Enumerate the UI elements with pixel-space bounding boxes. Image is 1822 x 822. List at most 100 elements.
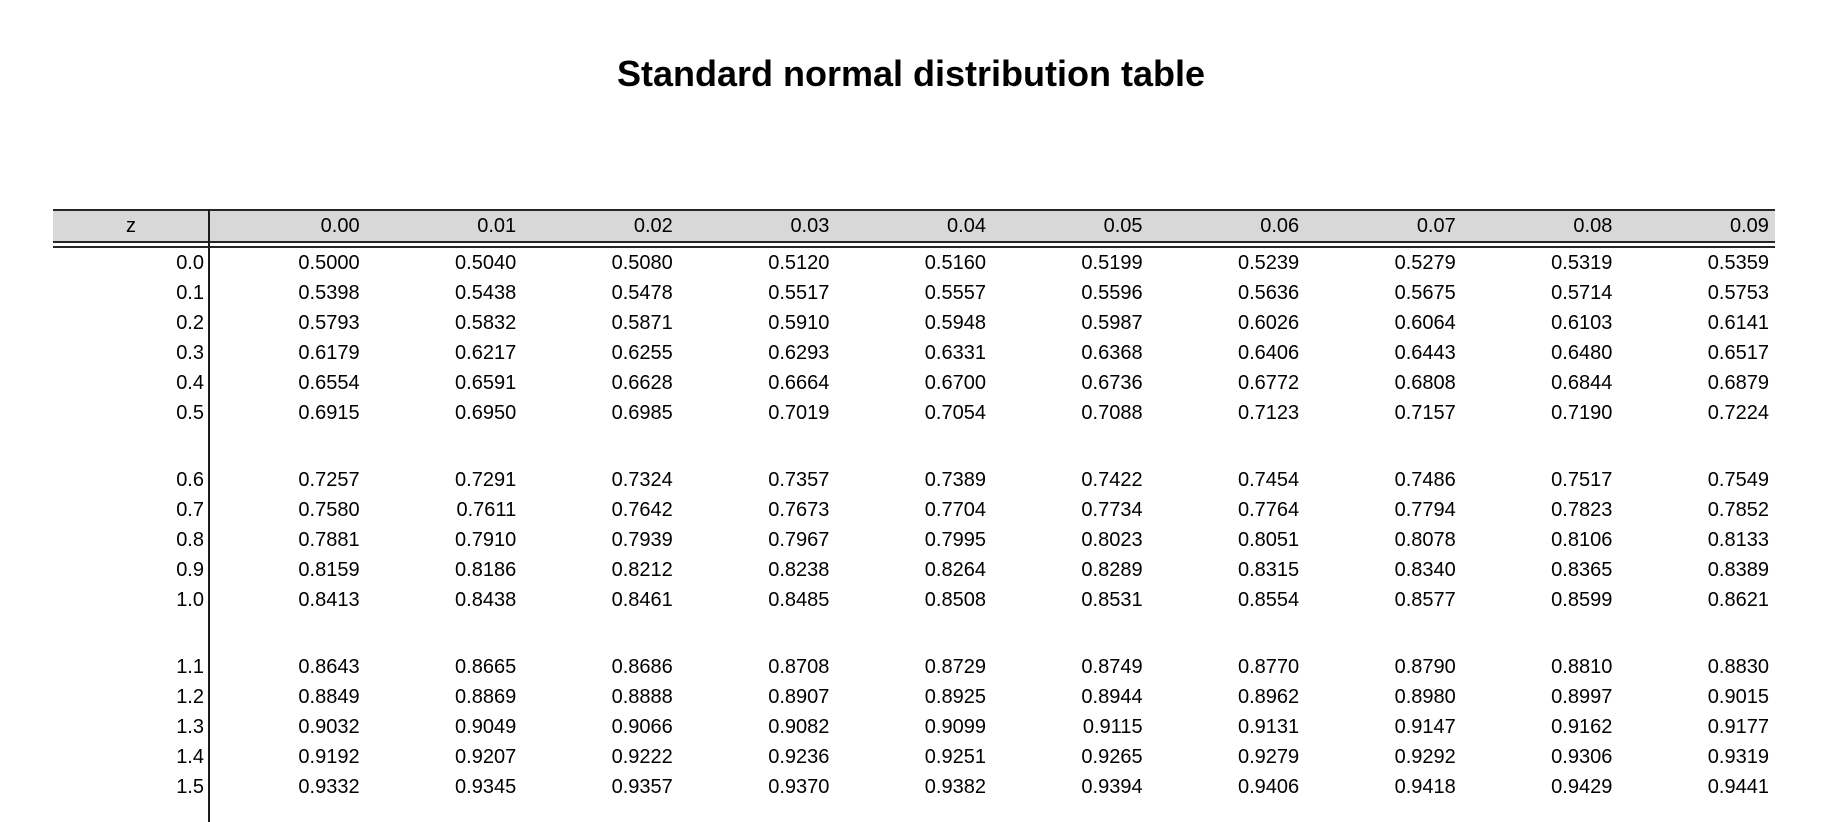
table-row: 0.3 0.6179 0.6217 0.6255 0.6293 0.6331 0.6368 0… (53, 338, 1775, 368)
probability-cell: 0.5793 (298, 312, 360, 334)
probability-cell: 0.6217 (455, 342, 517, 364)
z-value-cell: 0.6 (176, 469, 204, 491)
probability-cell: 0.8944 (1081, 686, 1143, 708)
z-value-cell: 0.9 (176, 559, 204, 581)
probability-cell: 0.8962 (1237, 686, 1300, 708)
table-row: 0.0 0.5000 0.5040 0.5080 0.5120 0.5160 0.5199 0… (53, 248, 1775, 278)
probability-cell: 0.5871 (611, 312, 673, 334)
table-row: 1.4 0.9192 0.9207 0.9222 0.9236 0.9251 0.9265 0… (53, 742, 1775, 772)
probability-cell: 0.9032 (298, 716, 360, 738)
table-row: 0.7 0.7580 0.7611 0.7642 0.7673 0.7704 0.7734 0… (53, 495, 1775, 525)
probability-cell: 0.6700 (924, 372, 986, 394)
z-value-cell: 0.7 (176, 499, 204, 521)
probability-cell: 0.6628 (611, 372, 673, 394)
header-cell: 0.06 (1260, 214, 1300, 237)
probability-cell: 0.7881 (298, 529, 360, 551)
probability-cell: 0.8790 (1394, 656, 1456, 678)
probability-cell: 0.7611 (456, 499, 517, 521)
probability-cell: 0.7939 (611, 529, 673, 551)
probability-cell: 0.7852 (1707, 499, 1769, 521)
probability-cell: 0.9192 (298, 746, 360, 768)
probability-cell: 0.5478 (611, 282, 673, 304)
probability-cell: 0.5832 (455, 312, 517, 334)
table-row: 1.3 0.9032 0.9049 0.9066 0.9082 0.9099 0.9115 0… (53, 712, 1775, 742)
probability-cell: 0.8770 (1237, 656, 1300, 678)
probability-cell: 0.9162 (1551, 716, 1613, 738)
probability-cell: 0.7580 (298, 499, 360, 521)
probability-cell: 0.9441 (1707, 776, 1769, 798)
probability-cell: 0.8830 (1707, 656, 1769, 678)
probability-cell: 0.9418 (1394, 776, 1456, 798)
table-row: 0.1 0.5398 0.5438 0.5478 0.5517 0.5557 0.5596 0… (53, 278, 1775, 308)
probability-cell: 0.7019 (768, 402, 830, 424)
probability-cell: 0.6141 (1707, 312, 1769, 334)
probability-cell: 0.7995 (924, 529, 986, 551)
probability-cell: 0.7291 (455, 469, 517, 491)
table-row: 0.9 0.8159 0.8186 0.8212 0.8238 0.8264 0.8289 0… (53, 555, 1775, 585)
probability-cell: 0.6879 (1707, 372, 1769, 394)
probability-cell: 0.7054 (924, 402, 986, 424)
probability-cell: 0.7764 (1237, 499, 1300, 521)
probability-cell: 0.8212 (611, 559, 673, 581)
probability-cell: 0.5279 (1394, 252, 1456, 274)
probability-cell: 0.7910 (455, 529, 517, 551)
probability-cell: 0.6179 (298, 342, 360, 364)
probability-cell: 0.8849 (298, 686, 360, 708)
probability-cell: 0.8577 (1394, 589, 1456, 611)
probability-cell: 0.8315 (1237, 559, 1300, 581)
probability-cell: 0.8438 (455, 589, 517, 611)
probability-cell: 0.6591 (455, 372, 517, 394)
page-title: Standard normal distribution table (616, 53, 1206, 94)
table-row: 0.6 0.7257 0.7291 0.7324 0.7357 0.7389 0.7422 0… (53, 465, 1775, 495)
probability-cell: 0.8133 (1707, 529, 1769, 551)
standard-normal-table: z 0.00 0.01 0.02 0.03 0.04 0.05 0.06 0.07 0.08 0.0… (53, 209, 1775, 802)
probability-cell: 0.8749 (1081, 656, 1143, 678)
z-value-cell: 0.1 (176, 282, 204, 304)
probability-cell: 0.8159 (298, 559, 360, 581)
probability-cell: 0.9382 (924, 776, 986, 798)
probability-cell: 0.6950 (455, 402, 517, 424)
probability-cell: 0.5636 (1237, 282, 1300, 304)
table-row: 1.0 0.8413 0.8438 0.8461 0.8485 0.8508 0.8531 0… (53, 585, 1775, 615)
probability-cell: 0.6844 (1551, 372, 1613, 394)
probability-cell: 0.6915 (298, 402, 360, 424)
probability-cell: 0.8907 (768, 686, 830, 708)
probability-cell: 0.6443 (1394, 342, 1456, 364)
probability-cell: 0.9082 (768, 716, 830, 738)
probability-cell: 0.7224 (1707, 402, 1769, 424)
probability-cell: 0.5040 (455, 252, 517, 274)
header-cell: 0.01 (477, 214, 517, 237)
probability-cell: 0.5948 (924, 312, 986, 334)
table-body: 0.0 0.5000 0.5040 0.5080 0.5120 0.5160 0.5199 0… (53, 248, 1775, 802)
probability-cell: 0.9115 (1082, 716, 1143, 738)
z-value-cell: 0.2 (176, 312, 204, 334)
probability-cell: 0.9394 (1081, 776, 1143, 798)
probability-cell: 0.7967 (768, 529, 830, 551)
probability-cell: 0.8051 (1237, 529, 1300, 551)
header-cell-z: z (126, 214, 136, 237)
z-value-cell: 1.3 (176, 716, 204, 738)
probability-cell: 0.5120 (768, 252, 830, 274)
header-cell: 0.05 (1103, 214, 1143, 237)
row-group: 0.0 0.5000 0.5040 0.5080 0.5120 0.5160 0.5199 0… (53, 248, 1775, 428)
probability-cell: 0.8621 (1707, 589, 1769, 611)
probability-cell: 0.8554 (1237, 589, 1300, 611)
probability-cell: 0.9265 (1081, 746, 1143, 768)
row-group: 0.6 0.7257 0.7291 0.7324 0.7357 0.7389 0.7422 0… (53, 465, 1775, 615)
probability-cell: 0.5714 (1551, 282, 1613, 304)
probability-cell: 0.8413 (298, 589, 360, 611)
probability-cell: 0.8531 (1081, 589, 1143, 611)
probability-cell: 0.9251 (924, 746, 986, 768)
probability-cell: 0.9345 (455, 776, 517, 798)
probability-cell: 0.8106 (1551, 529, 1613, 551)
header-cell: 0.02 (633, 214, 673, 237)
table-row: 1.2 0.8849 0.8869 0.8888 0.8907 0.8925 0.8944 0… (53, 682, 1775, 712)
probability-cell: 0.8729 (924, 656, 986, 678)
z-value-cell: 1.2 (176, 686, 204, 708)
probability-cell: 0.8508 (924, 589, 986, 611)
z-value-cell: 0.4 (176, 372, 204, 394)
probability-cell: 0.9207 (455, 746, 517, 768)
probability-cell: 0.7324 (611, 469, 673, 491)
probability-cell: 0.7454 (1237, 469, 1300, 491)
probability-cell: 0.8708 (768, 656, 830, 678)
